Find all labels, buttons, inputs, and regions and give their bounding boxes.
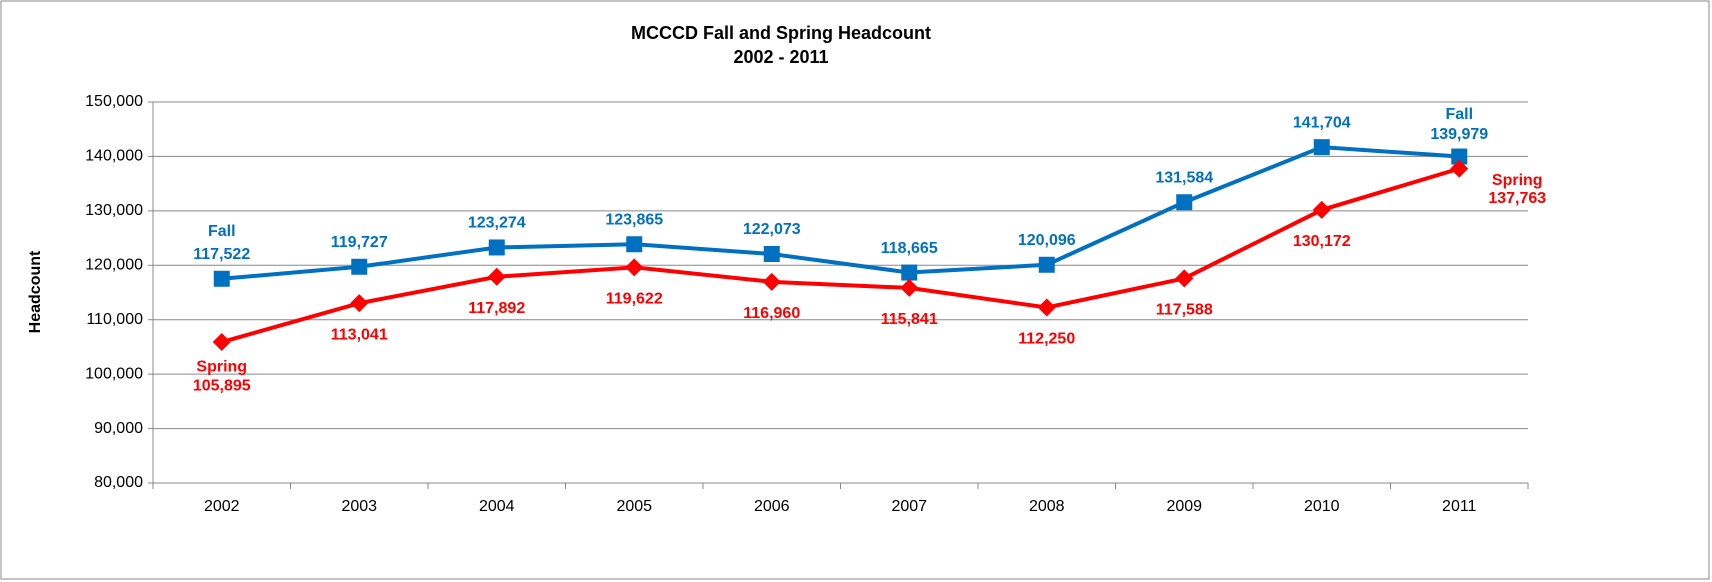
series-name-label: Fall [1445, 106, 1473, 123]
data-label: 137,763 [1488, 190, 1546, 207]
data-label: 115,841 [881, 311, 938, 328]
marker [1313, 139, 1330, 156]
marker [763, 246, 780, 263]
marker [487, 267, 506, 286]
x-tick-label: 2003 [341, 498, 377, 515]
data-label: 117,892 [468, 300, 525, 317]
marker [350, 294, 369, 313]
data-label: 122,073 [743, 221, 801, 238]
y-tick-label: 90,000 [94, 420, 143, 437]
marker [900, 278, 919, 297]
marker [213, 270, 230, 287]
data-label: 123,865 [605, 211, 663, 228]
marker [351, 258, 368, 275]
data-label: 113,041 [331, 326, 388, 343]
data-label: 131,584 [1155, 169, 1213, 186]
data-label: 120,096 [1018, 232, 1076, 249]
x-tick-label: 2002 [204, 498, 240, 515]
x-tick-label: 2010 [1304, 498, 1340, 515]
y-tick-label: 140,000 [85, 148, 143, 165]
y-tick-label: 120,000 [85, 257, 143, 274]
marker [1175, 269, 1194, 288]
x-tick-label: 2008 [1029, 498, 1065, 515]
y-axis-label: Headcount [27, 250, 44, 333]
marker [901, 264, 918, 281]
data-label: 119,727 [331, 234, 388, 251]
data-label: 141,704 [1293, 114, 1351, 131]
x-tick-label: 2009 [1166, 498, 1202, 515]
series-name-label: Spring [1492, 172, 1543, 189]
y-tick-label: 100,000 [85, 365, 143, 382]
data-label: 112,250 [1018, 331, 1075, 348]
marker [488, 239, 505, 256]
data-label: 105,895 [193, 377, 251, 394]
x-tick-label: 2011 [1442, 498, 1477, 515]
y-tick-label: 80,000 [94, 474, 143, 491]
series-name-label: Fall [208, 223, 236, 240]
data-label: 123,274 [468, 215, 526, 232]
x-tick-label: 2006 [754, 498, 790, 515]
series-name-label: Spring [196, 358, 247, 375]
marker [1450, 159, 1469, 178]
marker [1176, 194, 1193, 211]
y-tick-label: 150,000 [85, 93, 143, 110]
marker [626, 236, 643, 253]
marker [212, 333, 231, 352]
x-tick-label: 2004 [479, 498, 515, 515]
data-label: 119,622 [606, 291, 663, 308]
data-label: 139,979 [1430, 126, 1488, 143]
chart-subtitle: 2002 - 2011 [733, 47, 828, 67]
marker [1038, 256, 1055, 273]
data-label: 117,588 [1156, 302, 1213, 319]
chart-title: MCCCD Fall and Spring Headcount [631, 23, 931, 43]
data-label: 116,960 [743, 305, 800, 322]
series-line [221, 145, 1460, 281]
data-label: 117,522 [193, 246, 250, 263]
series-line [221, 166, 1460, 344]
marker [625, 258, 644, 277]
data-label: 118,665 [881, 240, 938, 257]
marker [1312, 200, 1331, 219]
marker [1037, 298, 1056, 317]
y-tick-label: 110,000 [86, 311, 143, 328]
data-label: 130,172 [1293, 233, 1351, 250]
x-tick-label: 2007 [891, 498, 927, 515]
marker [1451, 148, 1468, 165]
marker [762, 272, 781, 291]
x-tick-label: 2005 [616, 498, 652, 515]
y-tick-label: 130,000 [85, 202, 143, 219]
